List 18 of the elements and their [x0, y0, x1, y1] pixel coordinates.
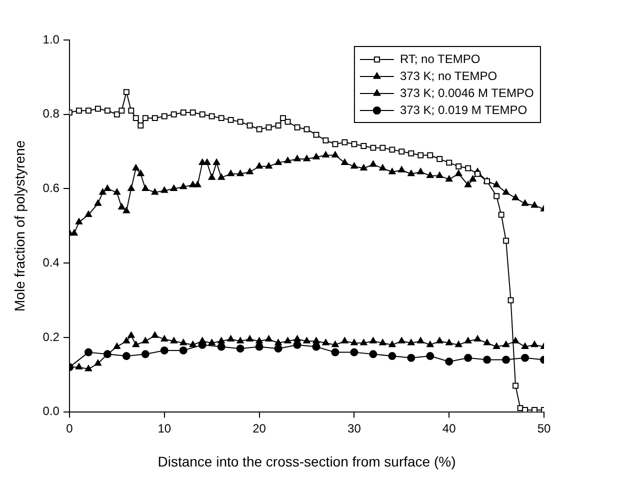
- x-tick-label: 10: [158, 421, 172, 436]
- y-tick-label: 0.2: [42, 330, 60, 344]
- legend-label: 373 K; 0.0046 M TEMPO: [400, 86, 534, 100]
- legend-label: RT; no TEMPO: [400, 52, 480, 66]
- y-tick-label: 0.6: [42, 181, 60, 196]
- y-tick-label: 1.0: [42, 32, 60, 46]
- x-tick-label: 30: [348, 421, 362, 436]
- legend-label: 373 K; 0.019 M TEMPO: [400, 102, 528, 117]
- legend-label: 373 K; no TEMPO: [400, 68, 498, 83]
- x-tick-label: 40: [442, 421, 456, 436]
- y-tick-label: 0.0: [42, 404, 60, 418]
- y-tick-label: 0.4: [42, 255, 60, 270]
- y-tick-label: 0.8: [42, 106, 60, 121]
- x-tick-label: 20: [252, 421, 266, 436]
- x-tick-label: 0: [66, 421, 74, 436]
- x-axis-title: Distance into the cross-section from surface (%): [158, 453, 456, 470]
- x-tick-label: 50: [537, 421, 551, 436]
- y-axis-title: Mole fraction of polystyrene: [11, 140, 28, 312]
